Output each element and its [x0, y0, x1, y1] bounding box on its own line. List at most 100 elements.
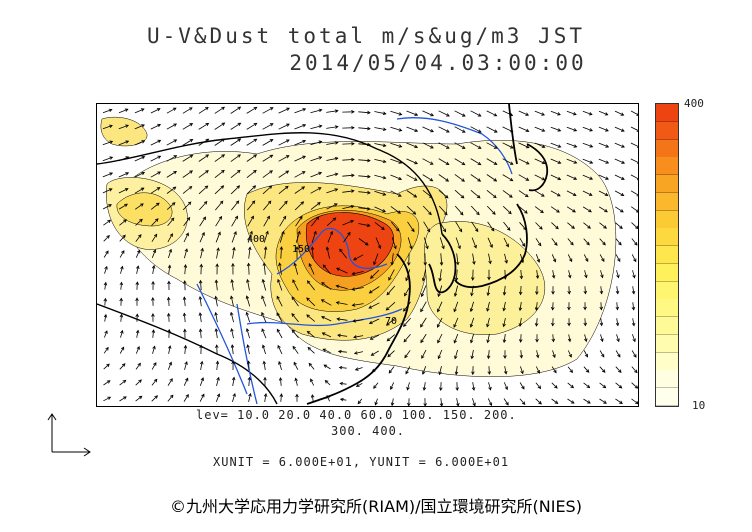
- wind-vector-head: [555, 225, 559, 230]
- wind-vector: [264, 393, 267, 402]
- wind-vector: [231, 344, 234, 355]
- wind-vector: [438, 205, 448, 215]
- wind-vector-head: [276, 312, 280, 317]
- wind-vector-head: [151, 329, 156, 333]
- wind-vector-head: [382, 175, 387, 180]
- wind-vector: [183, 217, 191, 227]
- wind-vector-head: [369, 336, 374, 340]
- wind-vector-head: [634, 242, 638, 246]
- wind-vector-head: [478, 129, 482, 133]
- wind-vector: [294, 140, 306, 146]
- wind-vector-head: [521, 243, 526, 247]
- wind-vector-head: [584, 274, 588, 279]
- wind-vector: [135, 395, 143, 402]
- wind-vector-head: [141, 124, 145, 128]
- wind-vector: [307, 347, 315, 354]
- wind-vector-head: [321, 316, 325, 320]
- wind-vector-head: [321, 332, 326, 336]
- wind-vector: [439, 237, 445, 249]
- wind-vector: [310, 172, 322, 178]
- wind-vector: [470, 174, 481, 182]
- wind-vector-head: [157, 123, 162, 128]
- wind-vector-head: [632, 274, 636, 279]
- wind-vector: [214, 170, 225, 179]
- wind-vector: [182, 170, 193, 178]
- color-scale-segment: [656, 263, 678, 282]
- wind-vector: [342, 220, 354, 226]
- wind-vector-head: [519, 354, 524, 359]
- wind-vector: [199, 312, 202, 323]
- wind-vector: [182, 186, 192, 194]
- wind-vector-head: [185, 232, 189, 237]
- wind-vector-head: [437, 355, 441, 360]
- wind-vector-head: [307, 346, 312, 351]
- wind-vector-head: [320, 299, 325, 303]
- wind-vector: [215, 328, 218, 339]
- wind-vector-head: [453, 308, 457, 313]
- wind-vector-head: [509, 194, 513, 198]
- wind-vector: [215, 280, 218, 291]
- wind-vector: [310, 187, 322, 194]
- wind-vector: [184, 345, 187, 354]
- wind-vector-head: [367, 190, 371, 195]
- wind-vector: [630, 110, 638, 116]
- wind-vector: [568, 270, 571, 278]
- wind-vector-head: [409, 245, 413, 250]
- wind-vector-head: [619, 400, 623, 404]
- wind-vector: [386, 301, 396, 311]
- copyright-text: ©九州大学応用力学研究所(RIAM)/国立環境研究所(NIES): [170, 497, 582, 516]
- wind-vector: [551, 254, 556, 262]
- wind-vector: [326, 173, 338, 178]
- wind-vector-head: [286, 107, 290, 111]
- wind-vector: [167, 362, 172, 370]
- wind-vector-head: [168, 361, 172, 366]
- wind-vector-head: [520, 370, 524, 375]
- wind-vector-head: [420, 339, 424, 344]
- wind-vector: [200, 329, 202, 339]
- wind-vector: [552, 334, 554, 342]
- wind-vector: [352, 271, 364, 275]
- wind-vector: [102, 125, 113, 130]
- wind-vector-head: [572, 209, 576, 213]
- wind-vector-head: [541, 112, 545, 116]
- wind-vector-head: [573, 160, 578, 164]
- wind-vector: [134, 124, 145, 130]
- wind-vector-head: [189, 170, 193, 174]
- wind-vector-head: [156, 108, 161, 112]
- wind-vector: [583, 398, 591, 404]
- wind-vector: [248, 393, 251, 402]
- wind-vector-head: [261, 328, 265, 333]
- wind-vector: [262, 200, 272, 211]
- wind-vector-head: [615, 306, 620, 311]
- wind-vector-head: [263, 376, 267, 381]
- wind-vector-head: [601, 353, 605, 358]
- wind-vector: [390, 126, 402, 131]
- wind-vector: [150, 155, 161, 162]
- wind-vector-head: [167, 280, 171, 285]
- wind-vector: [183, 313, 186, 323]
- wind-vector-head: [324, 380, 329, 384]
- wind-vector: [599, 222, 607, 229]
- wind-vector-head: [293, 361, 297, 366]
- wind-vector: [368, 302, 380, 309]
- wind-vector: [327, 231, 333, 243]
- contour-levels-line2: 300. 400.: [331, 424, 406, 438]
- wind-vector: [323, 348, 331, 354]
- wind-vector-head: [525, 144, 530, 149]
- wind-vector: [278, 201, 288, 211]
- wind-vector-head: [201, 393, 205, 398]
- wind-vector-head: [205, 122, 210, 127]
- wind-vector-head: [541, 128, 546, 132]
- wind-vector-head: [339, 397, 344, 402]
- wind-vector-head: [377, 245, 382, 250]
- wind-vector-head: [490, 227, 495, 232]
- wind-vector: [470, 317, 475, 328]
- wind-vector: [598, 174, 609, 180]
- yellow-river: [276, 227, 388, 275]
- wind-vector-head: [263, 392, 268, 397]
- wind-vector: [135, 234, 142, 242]
- wind-vector: [198, 170, 209, 178]
- wind-vector: [246, 295, 251, 307]
- wind-vector: [278, 123, 290, 130]
- wind-vector: [118, 156, 129, 162]
